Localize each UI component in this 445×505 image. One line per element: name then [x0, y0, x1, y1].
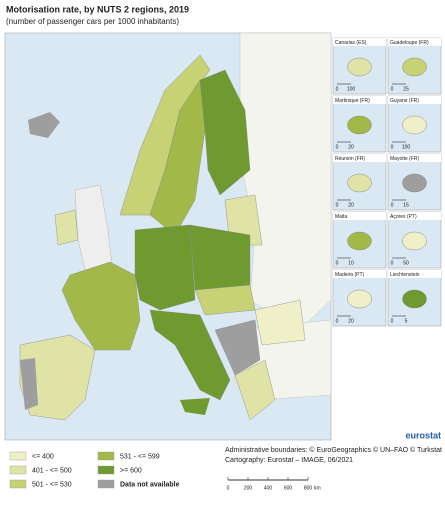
france	[61, 261, 141, 351]
inset-label: Malta	[335, 214, 347, 220]
legend-swatch	[9, 451, 27, 461]
inset-scale-label: 100	[347, 86, 356, 92]
legend-label: Data not available	[120, 481, 180, 488]
inset-scale-label: 0	[336, 260, 339, 266]
title: Motorisation rate, by NUTS 2 regions, 20…	[6, 4, 189, 14]
iceland	[28, 112, 60, 138]
scale-label: 800	[304, 485, 313, 491]
inset-label: Guadeloupe (FR)	[390, 40, 429, 46]
inset-label: Liechtenstein	[390, 272, 420, 278]
non-eu-east	[239, 32, 332, 331]
inset-scale-label: 0	[336, 318, 339, 324]
inset-label: Mayotte (FR)	[390, 156, 420, 162]
inset-label: Madeira (PT)	[335, 272, 365, 278]
inset-scale-label: 20	[348, 144, 354, 150]
scale-unit: km	[314, 485, 321, 491]
inset-region	[347, 115, 372, 135]
inset-label-bg	[333, 154, 386, 162]
inset-scale-label: 5	[405, 318, 408, 324]
scale-bar: 0 200 400 600 800 km	[227, 477, 321, 491]
legend-label: 401 - <= 500	[32, 467, 72, 474]
scale-label: 0	[227, 485, 230, 491]
inset-label: Martinique (FR)	[335, 98, 370, 104]
inset-region	[347, 231, 372, 251]
map	[4, 32, 332, 441]
legend-label: <= 400	[32, 453, 54, 460]
subtitle: (number of passenger cars per 1000 inhab…	[6, 17, 179, 26]
inset-region	[402, 289, 427, 309]
scale-label: 400	[264, 485, 273, 491]
germany	[134, 224, 196, 311]
inset-scale-label: 0	[391, 260, 394, 266]
poland	[189, 224, 251, 291]
inset-scale-label: 100	[402, 144, 411, 150]
inset-scale-label: 25	[403, 86, 409, 92]
legend-label: 531 - <= 599	[120, 453, 160, 460]
inset-scale-label: 0	[336, 144, 339, 150]
inset-label: Réunion (FR)	[335, 156, 365, 162]
legend-swatch	[9, 479, 27, 489]
legend-swatch	[97, 451, 115, 461]
inset-scale-label: 0	[336, 86, 339, 92]
credits: Administrative boundaries: © EuroGeograp…	[225, 446, 442, 464]
balkans	[214, 319, 261, 376]
inset-scale-label: 15	[403, 202, 409, 208]
inset-scale-label: 0	[391, 144, 394, 150]
inset-label: Canarias (ES)	[335, 40, 367, 46]
inset-scale-label: 10	[348, 260, 354, 266]
inset-label-bg	[333, 270, 386, 278]
portugal	[20, 358, 38, 410]
inset-scale-label: 0	[336, 202, 339, 208]
inset-region	[402, 231, 427, 251]
inset-scale-label: 20	[348, 318, 354, 324]
greece	[234, 359, 276, 421]
inset-label-bg	[333, 212, 386, 220]
scale-label: 600	[284, 485, 293, 491]
legend-swatch	[9, 465, 27, 475]
inset-region	[402, 57, 427, 77]
legend-swatch	[97, 479, 115, 489]
sicily	[180, 398, 210, 415]
iberia	[19, 334, 96, 421]
credit: Cartography: Eurostat – IMAGE, 06/2021	[225, 457, 353, 464]
inset-scale-label: 50	[403, 260, 409, 266]
inset-region	[347, 173, 372, 193]
inset-region	[347, 289, 372, 309]
scale-label: 200	[244, 485, 253, 491]
inset-label-bg	[388, 38, 441, 46]
legend-label: 501 - <= 530	[32, 481, 72, 488]
inset-label: Guyane (FR)	[390, 98, 419, 104]
inset-scale-label: 0	[391, 318, 394, 324]
inset-scale-label: 0	[391, 86, 394, 92]
inset-label-bg	[388, 212, 441, 220]
romania	[254, 299, 306, 346]
inset-scale-label: 0	[391, 202, 394, 208]
inset-scale-label: 20	[348, 202, 354, 208]
legend-label: >= 600	[120, 467, 142, 474]
inset-region	[402, 173, 427, 193]
finland	[199, 69, 251, 196]
legend-swatch	[97, 465, 115, 475]
ireland	[54, 209, 79, 246]
credit: Administrative boundaries: © EuroGeograp…	[225, 446, 442, 454]
italy	[149, 309, 231, 401]
central	[194, 284, 256, 316]
inset-label: Açores (PT)	[390, 214, 417, 220]
logo: eurostat	[405, 430, 441, 440]
inset-region	[402, 115, 427, 135]
inset-label-bg	[388, 270, 441, 278]
inset-label-bg	[333, 96, 386, 104]
inset-region	[347, 57, 372, 77]
inset-label-bg	[388, 154, 441, 162]
inset-label-bg	[388, 96, 441, 104]
legend: <= 400 401 - <= 500 501 - <= 530 531 - <= 5…	[9, 451, 180, 489]
inset-label-bg	[333, 38, 386, 46]
